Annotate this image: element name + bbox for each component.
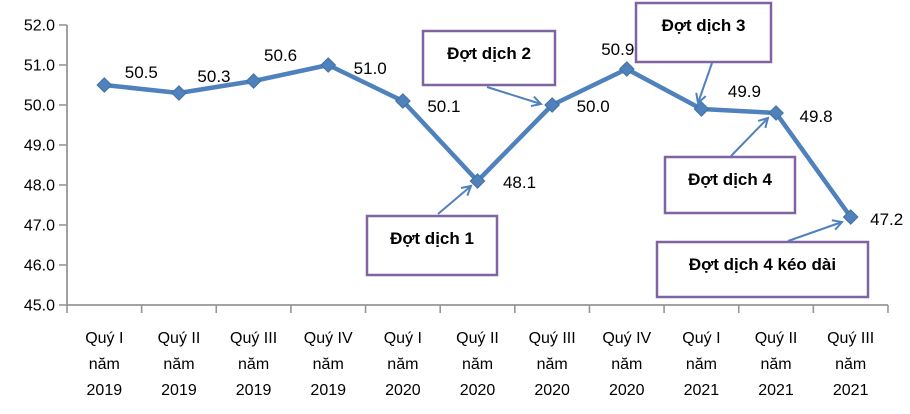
annotation-label: Đợt dịch 4 kéo dài <box>689 255 836 274</box>
annotation-arrow <box>437 184 473 215</box>
annotation-label: Đợt dịch 3 <box>662 16 746 35</box>
data-point-label: 50.0 <box>577 97 610 116</box>
y-axis-tick-label: 52.0 <box>24 18 55 35</box>
y-axis-tick-label: 45.0 <box>24 298 55 315</box>
data-point-label: 50.1 <box>427 97 460 116</box>
annotation-box <box>365 214 499 277</box>
annotation-label: Đợt dịch 2 <box>447 44 531 63</box>
data-point-label: 51.0 <box>354 59 387 78</box>
data-point-marker <box>693 101 710 117</box>
x-axis-category-label: Quý II năm 2020 <box>456 330 499 399</box>
data-point-marker <box>245 73 262 89</box>
data-point-label: 50.3 <box>197 67 230 86</box>
x-axis-category-label: Quý III năm 2019 <box>230 330 277 399</box>
annotation-arrow <box>787 219 844 242</box>
x-axis-category-label: Quý II năm 2021 <box>755 330 798 399</box>
y-axis-tick-label: 46.0 <box>24 258 55 275</box>
data-point-label: 49.8 <box>799 107 832 126</box>
data-point-marker <box>544 97 561 113</box>
data-point-marker <box>394 93 411 109</box>
annotation-label: Đợt dịch 4 <box>688 170 772 189</box>
x-axis-category-label: Quý II năm 2019 <box>158 330 201 399</box>
annotation-arrow <box>486 86 543 108</box>
x-axis-category-label: Quý III năm 2021 <box>827 330 874 399</box>
annotation-box <box>634 1 773 64</box>
data-point-label: 47.2 <box>870 210 903 229</box>
data-point-marker <box>618 61 635 77</box>
x-axis-category-label: Quý IV năm 2020 <box>602 330 651 399</box>
annotation-arrow <box>695 62 713 105</box>
y-axis-tick-label: 48.0 <box>24 178 55 195</box>
data-point-marker <box>842 209 859 225</box>
data-point-label: 48.1 <box>503 173 536 192</box>
data-point-label: 50.9 <box>601 40 634 59</box>
data-point-marker <box>96 77 113 93</box>
annotation-box <box>421 29 557 87</box>
data-point-label: 49.9 <box>728 82 761 101</box>
data-point-marker <box>171 85 187 101</box>
annotation-box <box>655 240 870 299</box>
y-axis-tick-label: 49.0 <box>24 138 55 155</box>
data-point-marker <box>469 173 486 189</box>
x-axis-category-label: Quý III năm 2020 <box>529 330 576 399</box>
y-axis-tick-label: 50.0 <box>24 98 55 115</box>
data-point-label: 50.5 <box>125 63 158 82</box>
y-axis-tick-label: 51.0 <box>24 58 55 75</box>
annotation-arrow <box>730 116 770 157</box>
y-axis-tick-label: 47.0 <box>24 218 55 235</box>
annotation-box <box>663 155 797 215</box>
data-point-marker <box>320 57 337 73</box>
data-point-label: 50.6 <box>264 46 297 65</box>
data-point-marker <box>768 105 784 121</box>
annotation-label: Đợt dịch 1 <box>390 229 474 248</box>
x-axis-category-label: Quý IV năm 2019 <box>304 330 353 399</box>
